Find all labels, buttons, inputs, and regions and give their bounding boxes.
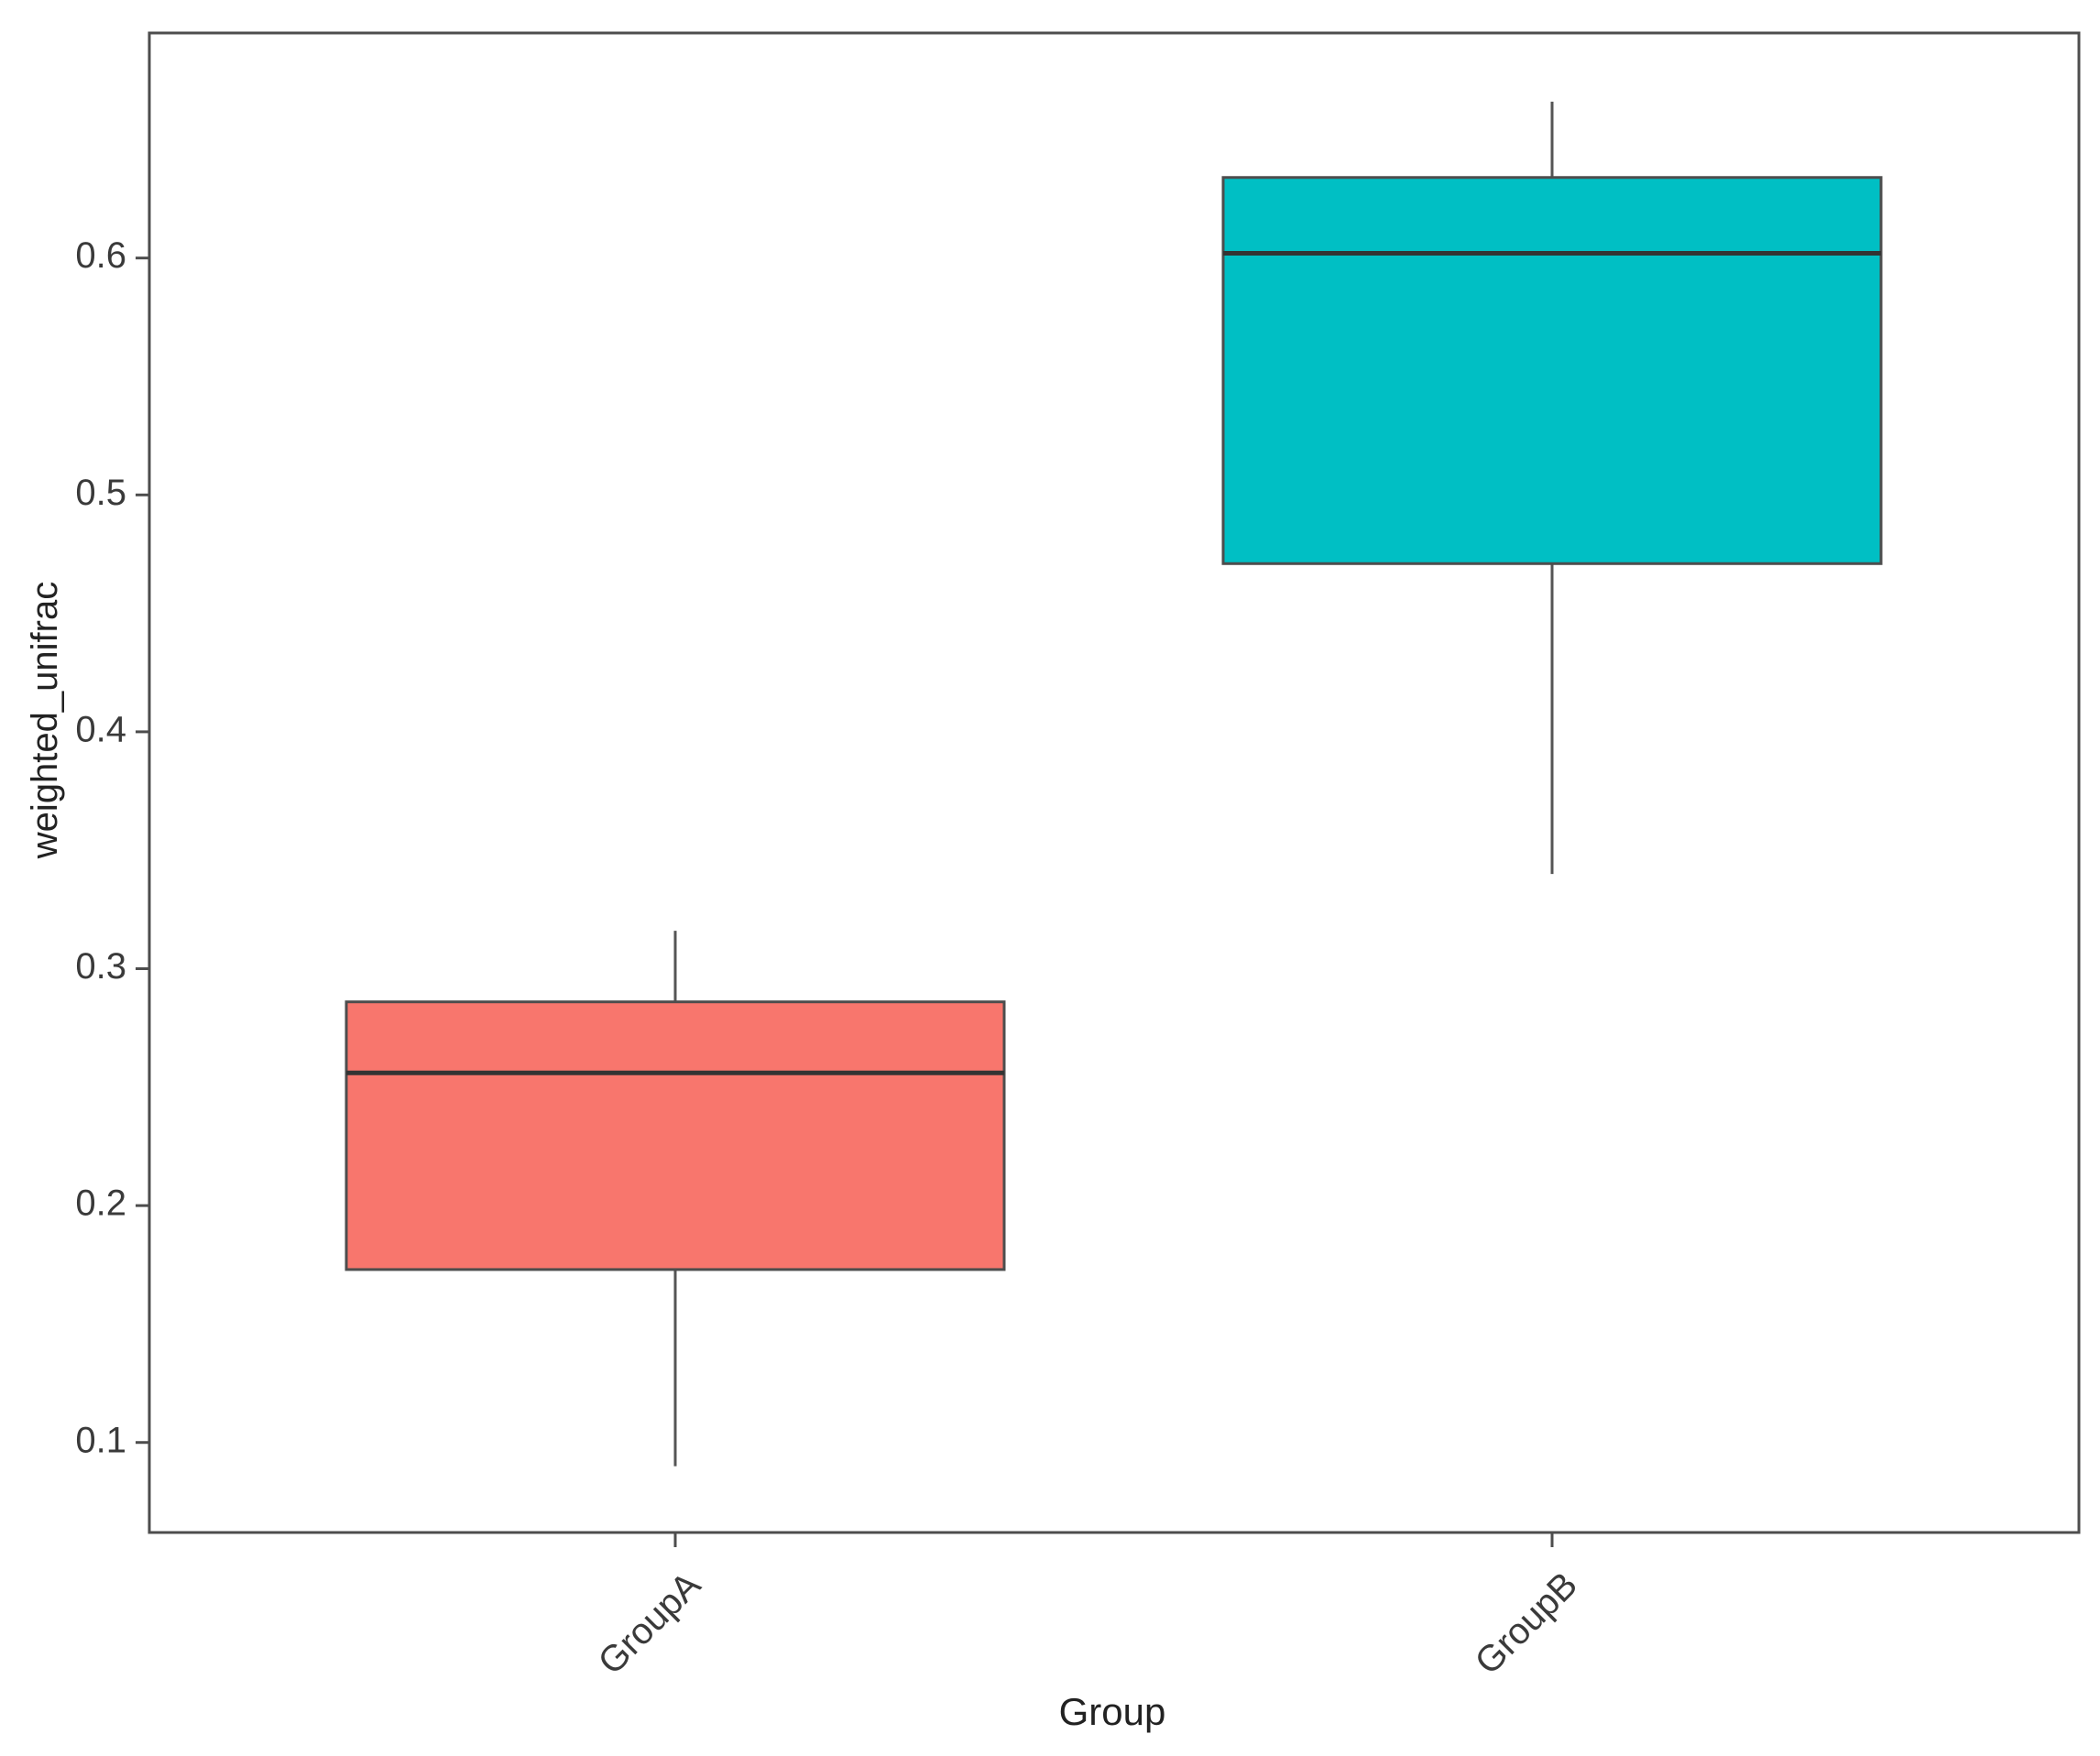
box: [1221, 176, 1883, 565]
y-axis-title: weighted_unifrac: [25, 582, 65, 859]
y-tick-label: 0.5: [75, 473, 126, 513]
y-axis: 0.1 0.2 0.3 0.4 0.5 0.6: [75, 235, 149, 1460]
y-tick-label: 0.1: [75, 1420, 126, 1460]
y-tick-label: 0.2: [75, 1183, 126, 1224]
plot-panel-border: [148, 31, 2081, 1534]
box-series: [345, 101, 1883, 1467]
x-axis: GroupA GroupB: [591, 1532, 1586, 1683]
y-tick-label: 0.6: [75, 235, 126, 276]
box: [345, 1000, 1006, 1271]
y-tick-label: 0.4: [75, 709, 126, 749]
x-tick-label: GroupA: [591, 1565, 709, 1683]
x-axis-title: Group: [1059, 1690, 1166, 1733]
y-tick-label: 0.3: [75, 946, 126, 987]
x-tick-label: GroupB: [1468, 1565, 1586, 1683]
